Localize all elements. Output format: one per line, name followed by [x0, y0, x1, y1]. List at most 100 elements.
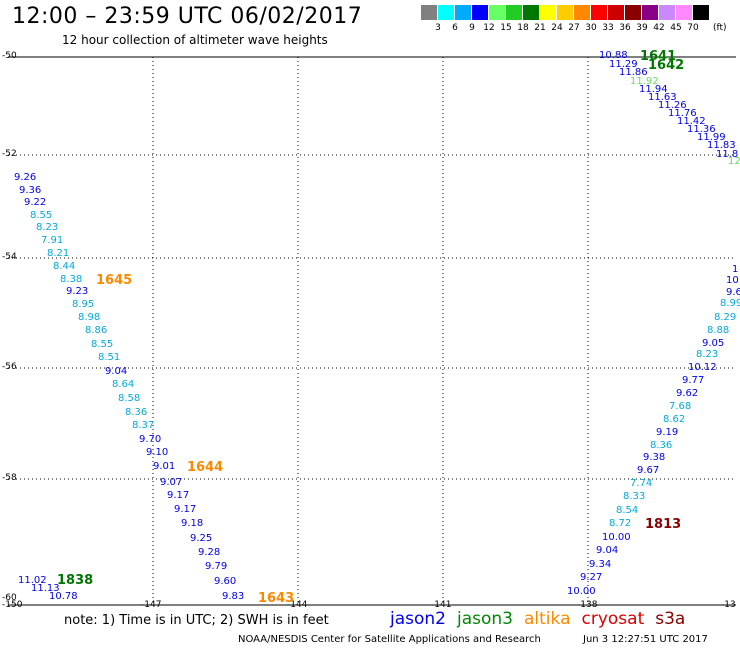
- satellite-legend: jason2 jason3 altika cryosat s3a: [390, 609, 696, 629]
- page-title: 12:00 – 23:59 UTC 06/02/2017: [12, 4, 363, 29]
- wave-height-value: 9.01: [153, 461, 176, 472]
- color-scale-label: 15: [500, 23, 512, 33]
- wave-height-value: 9.6: [726, 287, 740, 298]
- wave-height-value: 8.23: [36, 222, 59, 233]
- wave-height-value: 9.60: [214, 576, 237, 587]
- color-scale-label: 42: [653, 23, 665, 33]
- wave-height-value: 9.17: [174, 504, 197, 515]
- color-swatch: [489, 5, 505, 20]
- color-scale-label: 39: [636, 23, 648, 33]
- pass-time-label: 1642: [648, 58, 685, 73]
- wave-height-value: 9.04: [105, 366, 128, 377]
- color-swatch: [591, 5, 607, 20]
- color-scale-label: 45: [670, 23, 682, 33]
- wave-height-value: 9.28: [198, 547, 221, 558]
- wave-height-value: 9.27: [580, 572, 603, 583]
- color-swatch: [608, 5, 624, 20]
- wave-height-value: 10.88: [599, 50, 628, 61]
- color-scale-label: 33: [602, 23, 614, 33]
- wave-height-value: 9.23: [66, 286, 89, 297]
- wave-height-value: 7.91: [41, 235, 64, 246]
- wave-height-value: 12: [728, 156, 740, 167]
- wave-height-value: 8.58: [118, 393, 141, 404]
- credit-text: NOAA/NESDIS Center for Satellite Applica…: [238, 634, 541, 645]
- wave-height-value: 7.74: [630, 478, 653, 489]
- color-swatch: [438, 5, 454, 20]
- wave-height-value: 9.22: [24, 197, 47, 208]
- footer-note: note: 1) Time is in UTC; 2) SWH is in fe…: [64, 613, 329, 628]
- wave-height-value: 10: [726, 275, 739, 286]
- color-scale-label: 24: [551, 23, 563, 33]
- wave-height-value: 9.19: [656, 427, 679, 438]
- wave-height-value: 8.86: [85, 325, 108, 336]
- legend-cryosat: cryosat: [581, 609, 645, 629]
- color-scale-unit: (ft): [713, 23, 727, 33]
- lat-label-minus60: -60: [2, 593, 17, 603]
- wave-height-value: 11.76: [668, 108, 697, 119]
- wave-height-value: 7.68: [669, 401, 692, 412]
- wave-height-value: 8.38: [60, 274, 83, 285]
- wave-height-value: 9.83: [222, 591, 245, 602]
- wave-height-value: 10.00: [602, 532, 631, 543]
- wave-height-value: 9.18: [181, 518, 204, 529]
- wave-height-value: 11.86: [619, 67, 648, 78]
- wave-height-value: 8.44: [53, 261, 76, 272]
- color-scale-label: 12: [483, 23, 495, 33]
- wave-height-value: 8.36: [650, 440, 673, 451]
- wave-height-value: 10.00: [567, 586, 596, 597]
- legend-jason2: jason2: [390, 609, 446, 629]
- wave-height-value: 8.62: [663, 414, 686, 425]
- wave-height-value: 9.04: [596, 545, 619, 556]
- color-swatch: [421, 5, 437, 20]
- wave-height-value: 8.95: [72, 299, 95, 310]
- wave-height-value: 9.62: [676, 388, 699, 399]
- wave-height-value: 9.07: [160, 477, 183, 488]
- wave-height-value: 8.55: [30, 210, 53, 221]
- color-swatch: [455, 5, 471, 20]
- lat-label-minus52: -52: [2, 149, 17, 159]
- legend-jason3: jason3: [457, 609, 513, 629]
- wave-height-value: 9.70: [139, 434, 162, 445]
- color-scale-label: 70: [687, 23, 699, 33]
- wave-height-value: 8.33: [623, 491, 646, 502]
- lon-label-144: -144: [287, 600, 308, 610]
- wave-height-value: 8.29: [714, 312, 737, 323]
- wave-height-value: 9.38: [643, 452, 666, 463]
- color-swatch: [676, 5, 692, 20]
- color-swatch: [557, 5, 573, 20]
- wave-height-value: 11.8: [716, 149, 739, 160]
- wave-height-value: 8.21: [47, 248, 70, 259]
- wave-height-value: 8.72: [609, 518, 632, 529]
- credit-date: Jun 3 12:27:51 UTC 2017: [583, 634, 708, 645]
- wave-height-value: 9.77: [682, 375, 705, 386]
- wave-height-value: 8.36: [125, 407, 148, 418]
- pass-time-label: 1838: [57, 573, 94, 588]
- pass-time-label: 1643: [258, 591, 295, 606]
- wave-height-value: 1: [732, 264, 739, 275]
- color-scale-label: 18: [517, 23, 529, 33]
- wave-height-value: 9.10: [146, 447, 169, 458]
- color-scale-label: 6: [452, 23, 458, 33]
- wave-height-value: 11.83: [707, 140, 736, 151]
- wave-height-value: 9.36: [19, 185, 42, 196]
- color-swatch: [625, 5, 641, 20]
- wave-height-value: 9.79: [205, 561, 228, 572]
- wave-height-value: 11.26: [658, 100, 687, 111]
- wave-height-value: 11.42: [677, 116, 706, 127]
- color-scale-label: 3: [435, 23, 441, 33]
- lat-label-minus50: -50: [2, 51, 17, 61]
- wave-height-value: 10.78: [49, 591, 78, 602]
- wave-height-value: 8.54: [616, 505, 639, 516]
- wave-height-value: 11.63: [648, 92, 677, 103]
- wave-height-value: 8.51: [98, 352, 121, 363]
- lon-label-147: -147: [141, 600, 162, 610]
- wave-height-value: 8.99: [720, 298, 740, 309]
- wave-height-value: 11.99: [697, 132, 726, 143]
- color-swatch: [506, 5, 522, 20]
- wave-height-value: 9.05: [702, 338, 725, 349]
- wave-height-value: 8.98: [78, 312, 101, 323]
- wave-height-value: 11.13: [31, 583, 60, 594]
- wave-height-value: 8.23: [696, 349, 719, 360]
- lat-label-minus58: -58: [2, 473, 17, 483]
